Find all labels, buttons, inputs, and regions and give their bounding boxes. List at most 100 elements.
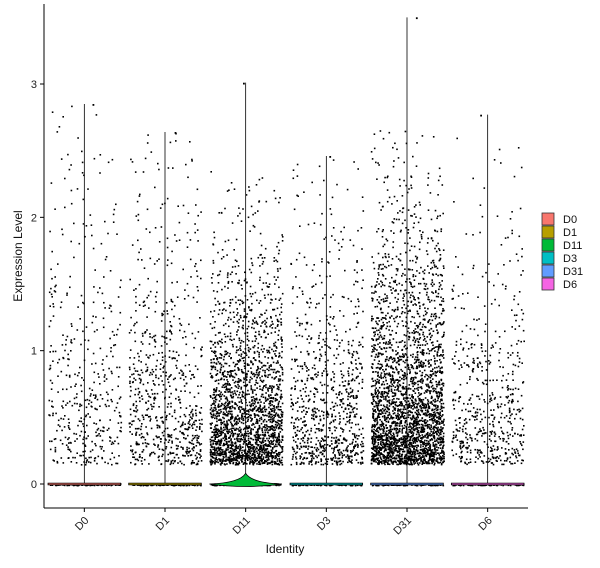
data-point — [246, 372, 248, 375]
data-point — [160, 417, 162, 419]
data-point — [55, 412, 57, 415]
data-point — [264, 297, 266, 299]
data-point — [256, 373, 258, 376]
data-point — [261, 322, 263, 324]
data-point — [297, 195, 299, 197]
data-point — [259, 385, 261, 388]
data-point — [227, 448, 229, 451]
data-point — [267, 374, 270, 376]
data-point — [307, 407, 310, 410]
data-point — [254, 451, 256, 454]
data-point — [264, 312, 266, 314]
data-point — [222, 455, 225, 458]
data-point — [281, 462, 283, 464]
data-point — [354, 445, 357, 448]
data-point — [251, 390, 254, 393]
data-point — [187, 212, 190, 214]
data-point — [319, 381, 322, 384]
data-point — [322, 414, 325, 417]
data-point — [227, 272, 229, 274]
data-point — [276, 458, 279, 460]
data-point — [393, 320, 396, 323]
data-point — [229, 431, 231, 433]
data-point — [212, 442, 215, 444]
data-point — [51, 296, 53, 298]
data-point — [153, 397, 155, 400]
data-point — [243, 411, 246, 414]
data-point — [302, 458, 304, 461]
data-point — [167, 433, 169, 436]
data-point — [262, 260, 265, 263]
data-point — [229, 462, 232, 464]
data-point — [311, 367, 314, 369]
data-point — [260, 446, 262, 449]
data-point — [169, 435, 171, 437]
data-point — [195, 412, 197, 415]
data-point — [225, 409, 227, 411]
data-point — [229, 332, 232, 335]
data-point — [266, 462, 269, 464]
data-point — [97, 373, 99, 375]
data-point — [136, 427, 139, 430]
data-point — [213, 350, 216, 352]
data-point — [67, 353, 69, 356]
data-point — [331, 443, 333, 445]
data-point — [243, 362, 246, 365]
data-point — [227, 287, 229, 289]
data-point — [237, 455, 240, 458]
data-point — [241, 357, 244, 360]
data-point — [231, 427, 233, 430]
data-point — [269, 400, 271, 403]
data-point — [257, 365, 259, 368]
data-point — [252, 373, 254, 376]
data-point — [244, 332, 246, 335]
data-point — [313, 457, 315, 460]
data-point — [329, 306, 332, 308]
data-point — [276, 460, 279, 462]
data-point — [166, 330, 168, 333]
data-point — [276, 360, 279, 362]
data-point — [281, 464, 284, 466]
data-point — [271, 428, 273, 430]
data-point — [278, 464, 281, 466]
data-point — [263, 331, 265, 334]
data-point — [226, 276, 229, 279]
data-point — [225, 449, 228, 451]
data-point — [147, 484, 149, 487]
data-point — [351, 433, 354, 435]
data-point — [109, 436, 111, 438]
data-point — [65, 343, 67, 346]
data-point — [214, 354, 217, 357]
data-point — [190, 276, 192, 278]
data-point — [243, 461, 246, 464]
data-point — [267, 387, 269, 389]
data-point — [266, 362, 269, 364]
data-point — [235, 427, 238, 430]
data-point — [228, 461, 231, 463]
data-point — [268, 415, 271, 417]
data-point — [313, 413, 315, 416]
data-point — [271, 432, 274, 435]
data-point — [132, 404, 135, 407]
data-point — [220, 391, 222, 394]
data-point — [255, 431, 257, 434]
data-point — [250, 429, 252, 432]
data-point — [235, 449, 237, 452]
data-point — [187, 422, 190, 425]
data-point — [311, 414, 313, 416]
data-point — [236, 260, 238, 263]
data-point — [328, 251, 331, 253]
data-point — [219, 346, 222, 348]
data-point — [214, 463, 216, 465]
data-point — [272, 386, 275, 389]
data-point — [249, 376, 252, 379]
data-point — [279, 379, 281, 382]
data-point — [135, 443, 138, 445]
data-point — [311, 446, 313, 448]
data-point — [97, 427, 100, 430]
data-point — [138, 427, 140, 430]
data-point — [247, 349, 250, 352]
data-point — [257, 439, 260, 441]
data-point — [228, 457, 230, 460]
data-point — [153, 402, 155, 405]
